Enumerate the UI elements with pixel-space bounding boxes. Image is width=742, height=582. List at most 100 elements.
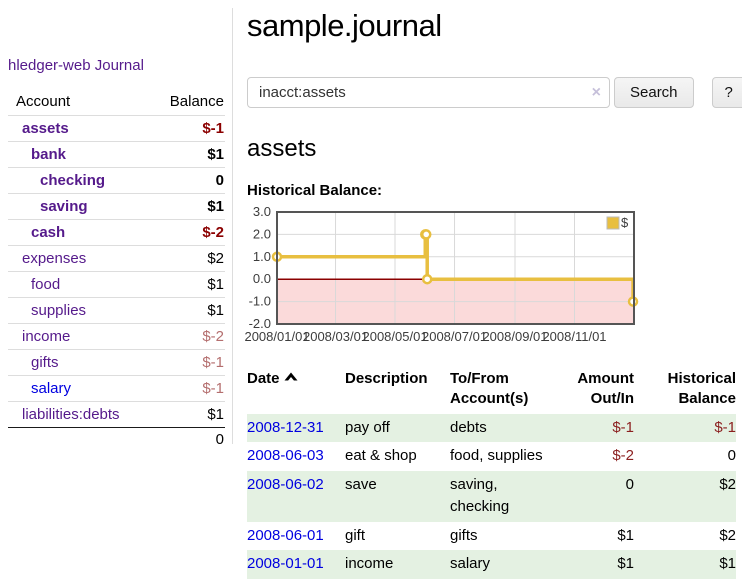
clear-search-icon[interactable]: × bbox=[591, 83, 601, 101]
transaction-description: income bbox=[345, 555, 394, 573]
chart-tick-label: 2008/05/01 bbox=[362, 329, 427, 344]
chart-tick-label: 0.0 bbox=[253, 271, 271, 286]
transaction-accounts: gifts bbox=[450, 526, 478, 544]
account-balance: $1 bbox=[146, 141, 225, 168]
accounts-header-balance: Balance bbox=[146, 89, 225, 116]
account-row: food $1 bbox=[8, 271, 225, 298]
transaction-date-link[interactable]: 2008-12-31 bbox=[247, 418, 324, 436]
transaction-date-link[interactable]: 2008-06-01 bbox=[247, 526, 324, 544]
register-header-date[interactable]: Date bbox=[247, 367, 345, 414]
account-row: saving $1 bbox=[8, 193, 225, 220]
chart-legend-label: $ bbox=[621, 215, 629, 230]
account-balance: 0 bbox=[146, 167, 225, 194]
main-content: sample.journal × Search ? assets Histori… bbox=[233, 8, 742, 579]
account-link-salary[interactable]: salary bbox=[31, 380, 72, 397]
register-header-row: Date Description To/From Account(s) Amou… bbox=[247, 367, 736, 414]
transaction-balance: $-1 bbox=[714, 418, 736, 436]
transaction-balance: $1 bbox=[719, 555, 736, 573]
search-form: × Search ? bbox=[247, 77, 742, 108]
account-balance: $-2 bbox=[146, 323, 225, 350]
account-link-assets[interactable]: assets bbox=[22, 120, 69, 137]
chart-title: Historical Balance: bbox=[247, 182, 383, 199]
account-link-food[interactable]: food bbox=[31, 276, 61, 293]
account-row: cash $-2 bbox=[8, 219, 225, 246]
chart-data-point bbox=[420, 229, 432, 240]
app-title-link[interactable]: hledger-web bbox=[8, 57, 91, 74]
account-link-checking[interactable]: checking bbox=[40, 172, 106, 189]
transaction-description: gift bbox=[345, 526, 366, 544]
chart-canvas: $3.0 2.0 1.0 0.0 -1.0 -2.02008/01/012008/03/0… bbox=[244, 204, 639, 344]
account-balance: $2 bbox=[146, 245, 225, 272]
search-input[interactable] bbox=[247, 77, 610, 108]
transaction-balance: $2 bbox=[719, 526, 736, 544]
account-row: bank $1 bbox=[8, 141, 225, 168]
transaction-date-link[interactable]: 2008-06-03 bbox=[247, 447, 324, 465]
chart-tick-label: -2.0 bbox=[249, 316, 271, 331]
transaction-description: pay off bbox=[345, 418, 390, 436]
sort-ascending-icon bbox=[284, 369, 298, 389]
transaction-amount: $1 bbox=[617, 555, 634, 573]
chart-data-point bbox=[421, 273, 433, 285]
search-button[interactable]: Search bbox=[614, 77, 694, 108]
help-button[interactable]: ? bbox=[711, 77, 742, 108]
account-row: income $-2 bbox=[8, 323, 225, 350]
register-table: Date Description To/From Account(s) Amou… bbox=[247, 367, 736, 579]
chart-tick-label: 2008/07/01 bbox=[422, 329, 487, 344]
chart-tick-label: -1.0 bbox=[249, 294, 271, 309]
register-header-accounts: To/From Account(s) bbox=[450, 370, 529, 408]
transaction-amount: $-2 bbox=[612, 447, 634, 465]
account-link-bank[interactable]: bank bbox=[31, 146, 67, 163]
account-link-saving[interactable]: saving bbox=[40, 198, 88, 215]
account-link-expenses[interactable]: expenses bbox=[22, 250, 87, 267]
transaction-date-link[interactable]: 2008-01-01 bbox=[247, 555, 324, 573]
chart-tick-label: 3.0 bbox=[253, 204, 271, 219]
transaction-description: save bbox=[345, 476, 377, 493]
account-balance: $1 bbox=[146, 271, 225, 298]
transaction-description: eat & shop bbox=[345, 447, 417, 465]
accounts-total-row: 0 bbox=[8, 427, 225, 452]
register-row: 2008-01-01 income salary $1 $1 bbox=[247, 550, 736, 579]
chart-tick-label: 1.0 bbox=[253, 249, 271, 264]
account-balance: $-1 bbox=[146, 375, 225, 402]
transaction-amount: $-1 bbox=[612, 418, 634, 436]
account-row: salary $-1 bbox=[8, 375, 225, 402]
chart-tick-label: 2008/03/01 bbox=[303, 329, 368, 344]
register-row: 2008-06-03 eat & shop food, supplies $-2… bbox=[247, 442, 736, 471]
sidebar-item-journal[interactable]: Journal bbox=[94, 57, 144, 74]
register-row: 2008-06-01 gift gifts $1 $2 bbox=[247, 522, 736, 551]
transaction-amount: 0 bbox=[625, 476, 634, 493]
account-link-liabilities-debts[interactable]: liabilities:debts bbox=[22, 406, 120, 423]
account-balance: $-1 bbox=[146, 349, 225, 376]
account-link-supplies[interactable]: supplies bbox=[31, 302, 87, 319]
transaction-accounts: food, supplies bbox=[450, 447, 543, 465]
register-header-amount: Amount Out/In bbox=[577, 370, 634, 408]
account-row: liabilities:debts $1 bbox=[8, 402, 225, 428]
account-row: checking 0 bbox=[8, 167, 225, 194]
register-row: 2008-12-31 pay off debts $-1 $-1 bbox=[247, 413, 736, 443]
chart-tick-label: 2008/11/01 bbox=[542, 329, 606, 344]
account-heading: assets bbox=[247, 135, 317, 162]
account-balance: $-2 bbox=[146, 219, 225, 246]
sidebar: hledger-web Journal Account Balance asse… bbox=[8, 8, 233, 452]
account-link-gifts[interactable]: gifts bbox=[31, 354, 59, 371]
register-row: 2008-06-02 save saving, checking 0 $2 bbox=[247, 471, 736, 522]
account-link-income[interactable]: income bbox=[22, 328, 71, 345]
transaction-date-link[interactable]: 2008-06-02 bbox=[247, 476, 324, 493]
chart-tick-label: 2008/01/01 bbox=[244, 329, 309, 344]
transaction-accounts: saving, checking bbox=[450, 476, 510, 515]
account-link-cash[interactable]: cash bbox=[31, 224, 66, 241]
accounts-balance-table: Account Balance assets $-1 bank $1 checkin… bbox=[8, 89, 225, 452]
account-balance: $1 bbox=[207, 406, 224, 423]
page-title: sample.journal bbox=[247, 8, 442, 43]
transaction-amount: $1 bbox=[617, 526, 634, 544]
account-row: expenses $2 bbox=[8, 245, 225, 272]
account-balance: $1 bbox=[146, 193, 225, 220]
account-balance: $1 bbox=[146, 297, 225, 324]
register-header-balance: Historical Balance bbox=[667, 370, 736, 408]
transaction-balance: $2 bbox=[719, 476, 736, 493]
historical-balance-chart: $3.0 2.0 1.0 0.0 -1.0 -2.0 2008/01/01 2008/03/0… bbox=[244, 204, 742, 352]
account-row: supplies $1 bbox=[8, 297, 225, 324]
accounts-total-value: 0 bbox=[146, 427, 225, 452]
account-balance: $-1 bbox=[146, 115, 225, 142]
